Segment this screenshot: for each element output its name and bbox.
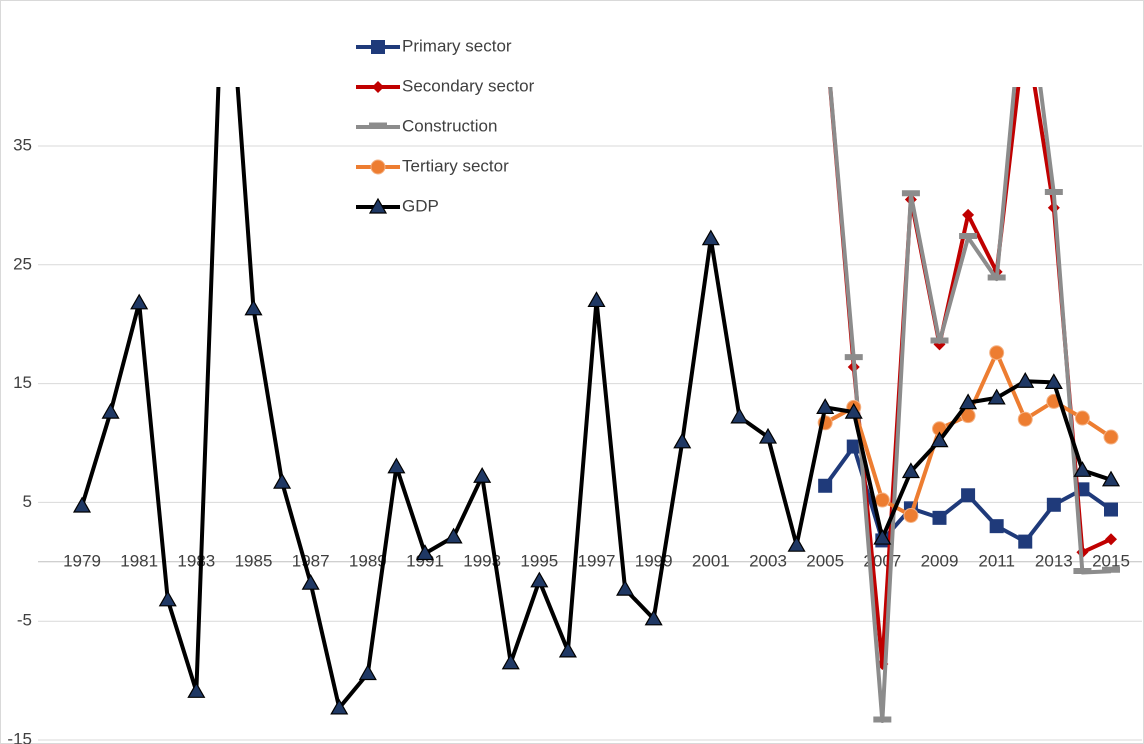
marker bbox=[1044, 373, 1063, 390]
marker bbox=[444, 527, 463, 544]
marker bbox=[1105, 533, 1117, 546]
marker bbox=[330, 698, 349, 715]
marker bbox=[130, 293, 149, 310]
marker bbox=[273, 472, 292, 489]
y-tick-label: 15 bbox=[13, 373, 32, 392]
legend-marker bbox=[372, 81, 384, 93]
marker bbox=[758, 427, 778, 444]
y-tick-label: 25 bbox=[13, 254, 32, 273]
marker bbox=[959, 232, 978, 239]
marker bbox=[873, 528, 892, 545]
x-tick-label: 1983 bbox=[177, 551, 215, 570]
marker bbox=[101, 402, 120, 419]
marker bbox=[932, 510, 947, 525]
marker bbox=[1044, 189, 1063, 196]
marker bbox=[1073, 567, 1092, 574]
legend-marker bbox=[371, 40, 385, 54]
marker bbox=[1101, 470, 1121, 487]
marker bbox=[930, 431, 949, 448]
marker bbox=[301, 573, 320, 590]
marker bbox=[730, 407, 749, 424]
marker bbox=[816, 398, 835, 414]
y-tick-label: 35 bbox=[13, 135, 32, 154]
x-tick-label: 1989 bbox=[349, 551, 387, 570]
marker bbox=[644, 609, 663, 626]
marker bbox=[616, 579, 635, 596]
x-tick-label: 2003 bbox=[749, 551, 787, 570]
x-tick-label: 1991 bbox=[406, 551, 444, 570]
marker bbox=[1102, 566, 1120, 573]
marker bbox=[987, 388, 1006, 405]
legend-marker bbox=[368, 197, 388, 214]
x-tick-label: 2013 bbox=[1035, 551, 1073, 570]
y-tick-label: -15 bbox=[7, 729, 32, 744]
plot-area bbox=[72, 87, 1121, 723]
x-tick-label: 1985 bbox=[235, 551, 273, 570]
legend-label: Construction bbox=[402, 116, 497, 135]
y-tick-label: -5 bbox=[17, 611, 32, 630]
y-tick-label: 5 bbox=[23, 492, 32, 511]
marker bbox=[1104, 502, 1118, 517]
legend-label: Tertiary sector bbox=[402, 156, 509, 175]
marker bbox=[501, 653, 520, 670]
marker bbox=[959, 393, 978, 410]
legend-marker bbox=[370, 159, 386, 175]
marker bbox=[72, 496, 92, 513]
legend-label: GDP bbox=[402, 196, 439, 215]
marker bbox=[1074, 410, 1090, 426]
marker bbox=[558, 641, 577, 658]
marker bbox=[989, 345, 1005, 361]
marker bbox=[415, 544, 435, 561]
marker bbox=[358, 664, 377, 681]
x-tick-label: 2009 bbox=[921, 551, 959, 570]
marker bbox=[1016, 372, 1035, 388]
x-tick-label: 1993 bbox=[463, 551, 501, 570]
marker bbox=[587, 291, 606, 308]
x-tick-label: 1997 bbox=[578, 551, 616, 570]
x-tick-label: 2005 bbox=[806, 551, 844, 570]
x-tick-label: 1999 bbox=[635, 551, 673, 570]
x-tick-label: 1995 bbox=[520, 551, 558, 570]
marker bbox=[1046, 497, 1061, 512]
x-tick-label: 1987 bbox=[292, 551, 330, 570]
marker bbox=[1018, 534, 1033, 549]
marker bbox=[989, 519, 1004, 534]
marker bbox=[1073, 461, 1092, 477]
marker bbox=[987, 274, 1006, 281]
marker bbox=[673, 432, 692, 449]
legend-label: Secondary sector bbox=[402, 76, 535, 95]
marker bbox=[1017, 411, 1033, 427]
marker bbox=[903, 507, 919, 523]
marker bbox=[901, 190, 920, 197]
marker bbox=[873, 716, 892, 723]
marker bbox=[962, 208, 975, 221]
marker bbox=[901, 462, 920, 479]
x-tick-label: 1981 bbox=[120, 551, 158, 570]
marker bbox=[244, 299, 263, 316]
marker bbox=[818, 478, 833, 493]
marker bbox=[1103, 429, 1119, 445]
x-tick-label: 2011 bbox=[978, 551, 1015, 570]
marker bbox=[844, 354, 863, 361]
x-tick-label: 1979 bbox=[63, 551, 101, 570]
marker bbox=[787, 535, 806, 552]
marker bbox=[846, 439, 861, 454]
marker bbox=[158, 590, 177, 607]
marker bbox=[473, 467, 492, 483]
x-tick-label: 2015 bbox=[1092, 551, 1130, 570]
marker bbox=[844, 402, 863, 419]
marker bbox=[701, 229, 720, 246]
marker bbox=[874, 492, 890, 508]
marker bbox=[387, 457, 406, 474]
marker bbox=[530, 571, 549, 588]
marker bbox=[187, 682, 206, 698]
marker bbox=[930, 337, 949, 344]
legend-marker bbox=[369, 122, 387, 129]
legend: Primary sector Secondary sector Constructi… bbox=[356, 36, 535, 215]
marker bbox=[961, 488, 976, 503]
legend-label: Primary sector bbox=[402, 36, 512, 55]
x-tick-label: 2001 bbox=[692, 551, 730, 570]
